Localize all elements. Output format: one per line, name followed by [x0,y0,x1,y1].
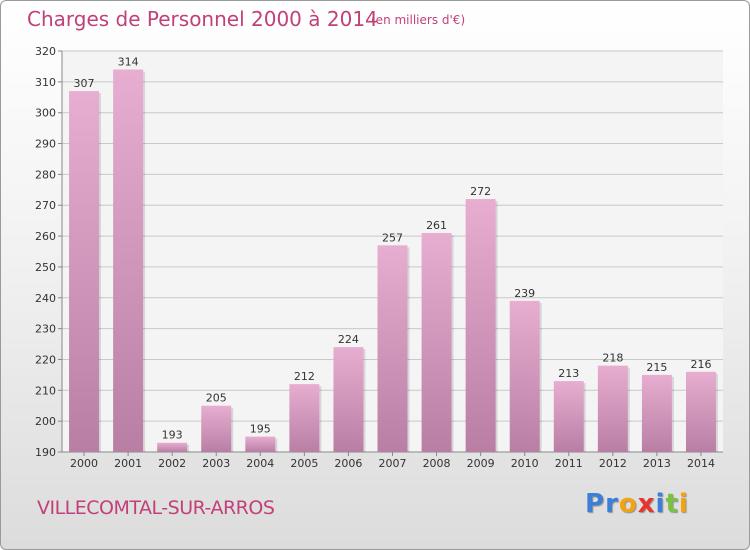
proxiti-logo: Proxiti [585,489,689,519]
x-tick-label: 2010 [511,457,539,470]
x-tick-label: 2008 [423,457,451,470]
y-tick-label: 270 [35,199,56,212]
bar [553,381,584,452]
x-tick-label: 2005 [290,457,318,470]
y-tick-label: 230 [35,323,56,336]
y-tick-label: 240 [35,292,56,305]
chart-subtitle: (en milliers d'€) [371,13,466,27]
y-tick-label: 260 [35,230,56,243]
x-tick-label: 2000 [70,457,98,470]
data-label: 307 [74,77,95,90]
y-tick-label: 250 [35,261,56,274]
commune-name: VILLECOMTAL-SUR-ARROS [37,497,275,519]
x-tick-label: 2014 [687,457,715,470]
logo-letter: i [678,489,689,519]
data-label: 205 [206,392,227,405]
data-label: 224 [338,333,359,346]
x-tick-label: 2006 [334,457,362,470]
bar [289,384,320,452]
x-tick-label: 2001 [114,457,142,470]
x-tick-label: 2007 [379,457,407,470]
y-tick-label: 210 [35,384,56,397]
data-label: 195 [250,423,271,436]
y-tick-label: 320 [35,45,56,58]
logo-letter: o [618,489,638,519]
x-tick-label: 2009 [467,457,495,470]
y-tick-label: 310 [35,76,56,89]
data-label: 212 [294,370,315,383]
logo-letter: P [585,489,606,519]
x-tick-label: 2011 [555,457,583,470]
bar [333,347,364,452]
data-label: 216 [690,358,711,371]
y-tick-label: 300 [35,107,56,120]
bar [157,442,188,452]
data-label: 257 [382,231,403,244]
bar [465,199,496,452]
y-tick-label: 220 [35,353,56,366]
data-label: 314 [118,56,139,69]
bar [509,300,540,452]
bar [201,405,232,452]
bar [245,436,276,452]
data-label: 193 [162,429,183,442]
y-tick-label: 290 [35,138,56,151]
chart-title: Charges de Personnel 2000 à 2014 [27,7,378,31]
data-label: 272 [470,185,491,198]
data-label: 239 [514,287,535,300]
bar [421,232,452,452]
x-tick-label: 2012 [599,457,627,470]
logo-letter: i [655,489,666,519]
x-tick-label: 2004 [246,457,274,470]
logo-letter: x [637,489,656,519]
x-tick-label: 2003 [202,457,230,470]
bar [597,365,628,452]
data-label: 261 [426,219,447,232]
data-label: 215 [646,361,667,374]
data-label: 218 [602,352,623,365]
x-tick-label: 2002 [158,457,186,470]
bar [377,245,408,452]
logo-letter: r [605,489,619,519]
y-tick-label: 190 [35,446,56,459]
bar [113,69,144,452]
bar [685,371,716,452]
y-tick-label: 200 [35,415,56,428]
x-tick-label: 2013 [643,457,671,470]
bar [641,374,672,452]
logo-letter: t [665,489,679,519]
bar [69,91,100,452]
data-label: 213 [558,367,579,380]
y-tick-label: 280 [35,168,56,181]
